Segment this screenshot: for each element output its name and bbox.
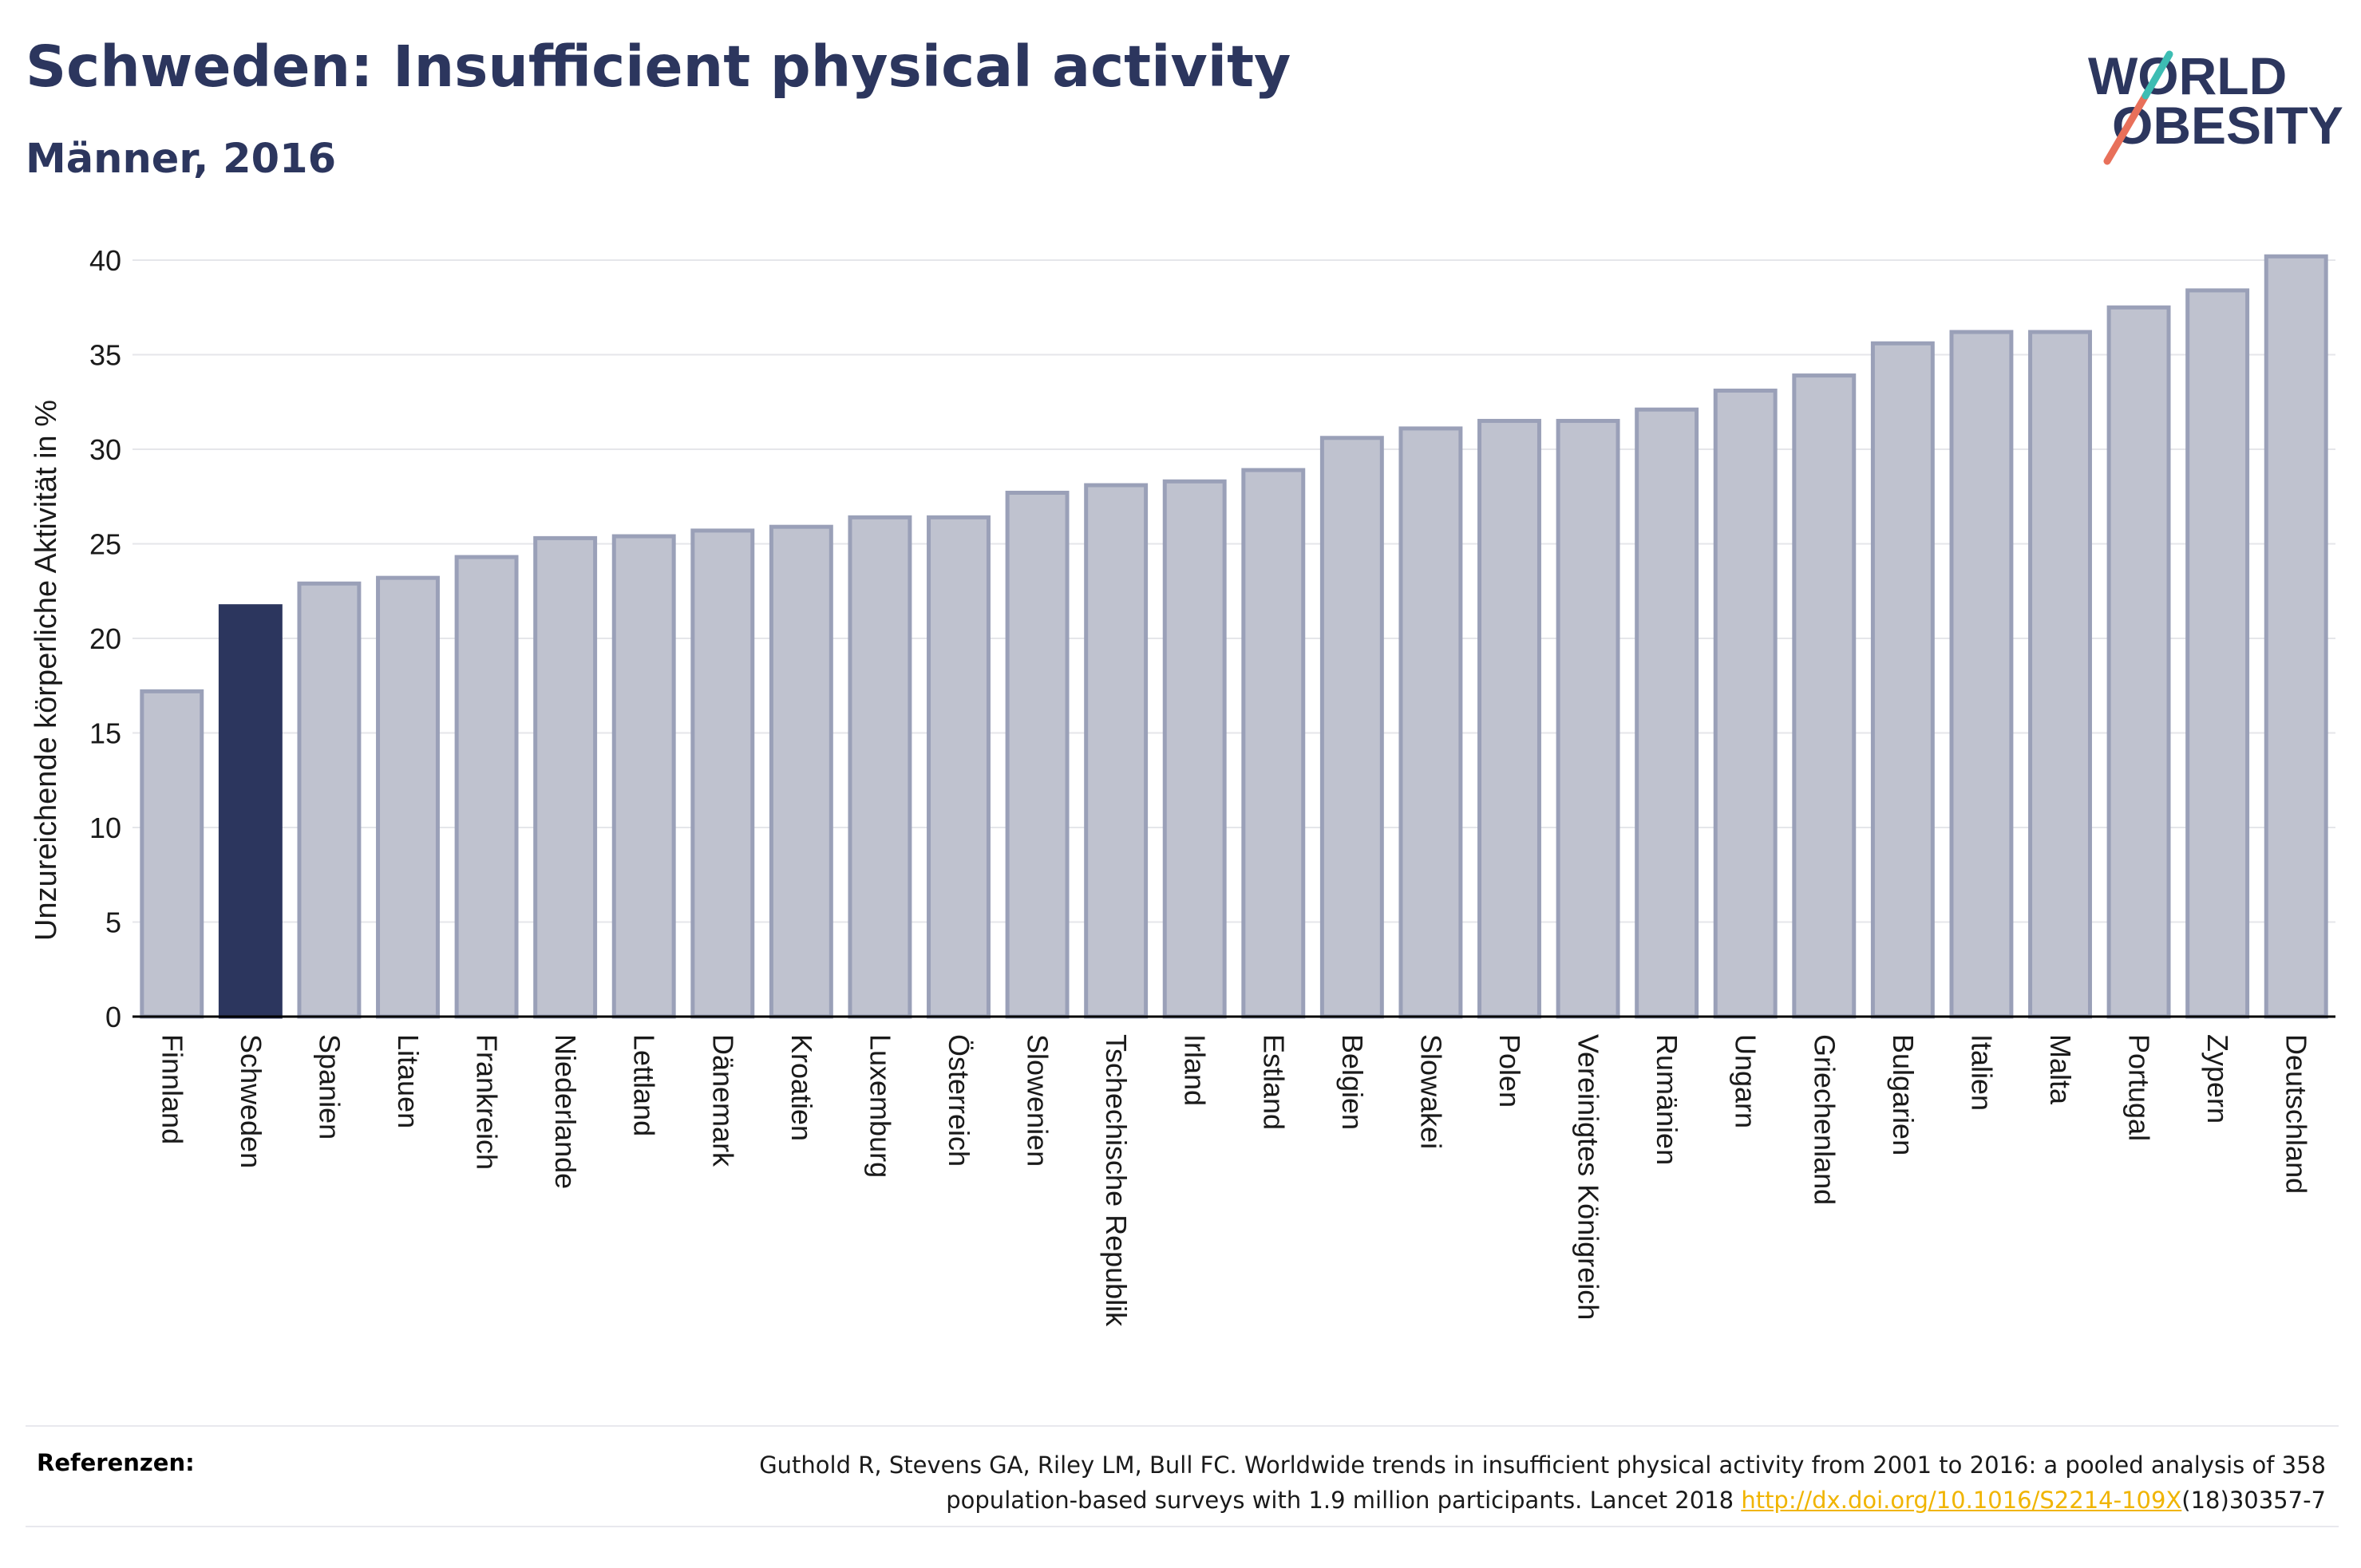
- y-tick-label: 20: [89, 622, 121, 655]
- bar: [690, 528, 755, 1019]
- bar: [1084, 483, 1149, 1019]
- x-tick-label: Zypern: [2201, 1034, 2234, 1124]
- logo-slash-teal: [2142, 50, 2173, 100]
- footer-divider-bottom: [26, 1526, 2339, 1527]
- chart-title: Schweden: Insufficient physical activity: [26, 34, 1291, 100]
- reference-doi-link[interactable]: http://dx.doi.org/10.1016/S2214-109X: [1741, 1487, 2182, 1514]
- x-tick-label: Dänemark: [706, 1034, 739, 1167]
- bar: [533, 535, 598, 1019]
- reference-line1: Guthold R, Stevens GA, Riley LM, Bull FC…: [759, 1451, 2326, 1479]
- bar: [376, 575, 440, 1019]
- x-tick-label: Frankreich: [471, 1034, 504, 1170]
- bar: [1949, 330, 2014, 1019]
- bar: [611, 534, 676, 1019]
- x-tick-label: Italien: [1965, 1034, 1998, 1111]
- x-tick-label: Tschechische Republik: [1100, 1034, 1133, 1327]
- logo-line1: WORLD: [2088, 46, 2287, 105]
- bar: [1870, 341, 1935, 1019]
- bar: [1556, 418, 1620, 1019]
- x-tick-label: Vereinigtes Königreich: [1572, 1034, 1605, 1320]
- bar: [2264, 254, 2328, 1019]
- x-tick-label: Kroatien: [785, 1034, 818, 1141]
- bar: [1792, 373, 1857, 1019]
- logo-slash-coral: [2103, 92, 2149, 165]
- x-tick-label: Estland: [1257, 1034, 1290, 1130]
- y-tick-label: 5: [105, 906, 121, 939]
- x-tick-label: Rumänien: [1651, 1034, 1683, 1165]
- y-tick-label: 35: [89, 339, 121, 372]
- x-tick-label: Polen: [1493, 1034, 1526, 1108]
- bar: [769, 524, 833, 1019]
- y-tick-labels: 0 5 10 15 20 25 30 35 40: [89, 244, 121, 1033]
- bar: [1241, 468, 1306, 1019]
- bar: [2106, 305, 2171, 1019]
- bar: [1162, 479, 1227, 1019]
- bar: [1635, 407, 1699, 1019]
- bar: [927, 515, 991, 1019]
- bar: [2185, 288, 2250, 1019]
- y-tick-label: 40: [89, 244, 121, 277]
- y-tick-label: 25: [89, 528, 121, 561]
- x-tick-label: Griechenland: [1808, 1034, 1841, 1205]
- x-tick-label: Finnland: [156, 1034, 188, 1144]
- bars: [140, 254, 2328, 1019]
- x-tick-label: Luxemburg: [864, 1034, 896, 1178]
- x-tick-label: Litauen: [392, 1034, 425, 1128]
- bar: [1477, 418, 1541, 1019]
- y-tick-label: 30: [89, 433, 121, 466]
- bar: [454, 555, 519, 1019]
- bar: [1713, 389, 1778, 1019]
- x-tick-label: Irland: [1179, 1034, 1212, 1106]
- x-tick-label: Slowakei: [1414, 1034, 1447, 1149]
- footer-divider-top: [26, 1425, 2339, 1427]
- bar: [297, 581, 362, 1019]
- x-tick-label: Österreich: [943, 1034, 975, 1167]
- x-tick-label: Portugal: [2123, 1034, 2156, 1141]
- bar: [1005, 491, 1070, 1019]
- x-tick-label: Slowenien: [1022, 1034, 1054, 1167]
- chart-subtitle: Männer, 2016: [26, 136, 337, 183]
- bar: [1398, 426, 1463, 1019]
- x-tick-label: Spanien: [313, 1034, 346, 1139]
- logo-line2: OBESITY: [2112, 96, 2343, 155]
- reference-line2-prefix: population-based surveys with 1.9 millio…: [946, 1487, 1742, 1514]
- world-obesity-logo: WORLD OBESITY: [2088, 46, 2343, 165]
- y-axis-title: Unzureichende körperliche Aktivität in %: [30, 400, 63, 941]
- bar: [848, 515, 912, 1019]
- x-tick-label: Belgien: [1336, 1034, 1369, 1130]
- x-tick-label: Deutschland: [2280, 1034, 2313, 1194]
- x-tick-label: Niederlande: [549, 1034, 582, 1189]
- y-tick-label: 10: [89, 812, 121, 844]
- x-tick-label: Bulgarien: [1887, 1034, 1920, 1155]
- bar-highlight: [218, 604, 283, 1019]
- bar: [2028, 330, 2092, 1019]
- bar: [1319, 436, 1384, 1019]
- x-tick-label: Ungarn: [1730, 1034, 1762, 1128]
- x-tick-labels: Finnland Schweden Spanien Litauen Frankreich…: [156, 1034, 2312, 1327]
- bar: [140, 689, 204, 1019]
- bar-chart: 0 5 10 15 20 25 30 35 40 Finnland Schweden Spanien…: [30, 244, 2335, 1327]
- x-tick-label: Lettland: [628, 1034, 661, 1136]
- reference-line2-suffix: (18)30357-7: [2181, 1487, 2326, 1514]
- x-tick-label: Malta: [2044, 1034, 2077, 1105]
- reference-text: Guthold R, Stevens GA, Riley LM, Bull FC…: [490, 1448, 2326, 1518]
- x-tick-label: Schweden: [235, 1034, 267, 1168]
- y-tick-label: 15: [89, 717, 121, 750]
- y-tick-label: 0: [105, 1001, 121, 1033]
- references-label: Referenzen:: [37, 1449, 195, 1476]
